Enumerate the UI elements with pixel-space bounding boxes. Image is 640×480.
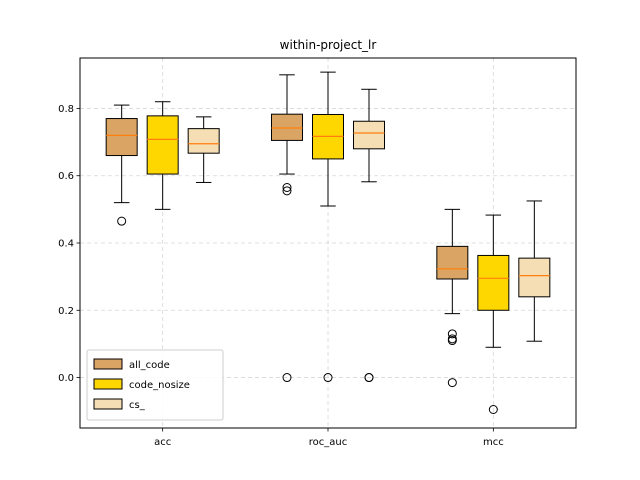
legend-swatch: [93, 358, 123, 370]
y-tick-label: 0.4: [58, 239, 74, 250]
outlier-point: [282, 183, 292, 192]
outlier-point: [323, 373, 333, 383]
outlier-point: [447, 336, 457, 346]
box-cs_-mcc: [518, 257, 551, 298]
outlier-point: [117, 216, 127, 226]
y-tick-label: 0.8: [58, 104, 74, 115]
outlier-point: [447, 329, 457, 339]
legend-label: all_code: [129, 360, 170, 371]
box-all_code-mcc: [436, 245, 469, 280]
y-tick-label: 0.2: [58, 306, 74, 317]
outlier-point: [447, 378, 457, 388]
y-tick-label: 0.6: [58, 171, 74, 182]
box-cs_-roc_auc: [353, 120, 385, 150]
outlier-point: [282, 373, 292, 383]
x-tick-label: mcc: [483, 437, 504, 448]
legend-swatch: [93, 398, 123, 410]
legend-label: code_nosize: [129, 380, 190, 391]
box-all_code-acc: [105, 118, 138, 157]
box-code_nosize-acc: [146, 115, 179, 175]
outlier-point: [282, 186, 292, 196]
box-code_nosize-mcc: [477, 254, 510, 311]
x-axis: acc roc_auc mcc: [154, 428, 504, 448]
y-axis: 0.0 0.2 0.4 0.6 0.8: [58, 104, 80, 384]
box-cs_-acc: [187, 128, 220, 154]
y-tick-label: 0.0: [58, 373, 74, 384]
outlier-point: [488, 405, 498, 414]
outlier-point: [364, 373, 374, 383]
box-all_code-roc_auc: [271, 113, 303, 141]
boxes: [105, 71, 551, 414]
legend-swatch: [93, 378, 123, 390]
legend: all_code code_nosize cs_: [86, 349, 224, 421]
x-tick-label: roc_auc: [309, 437, 347, 448]
chart-title: within-project_lr: [280, 38, 377, 52]
x-tick-label: acc: [154, 437, 171, 448]
legend-label: cs_: [129, 400, 146, 411]
